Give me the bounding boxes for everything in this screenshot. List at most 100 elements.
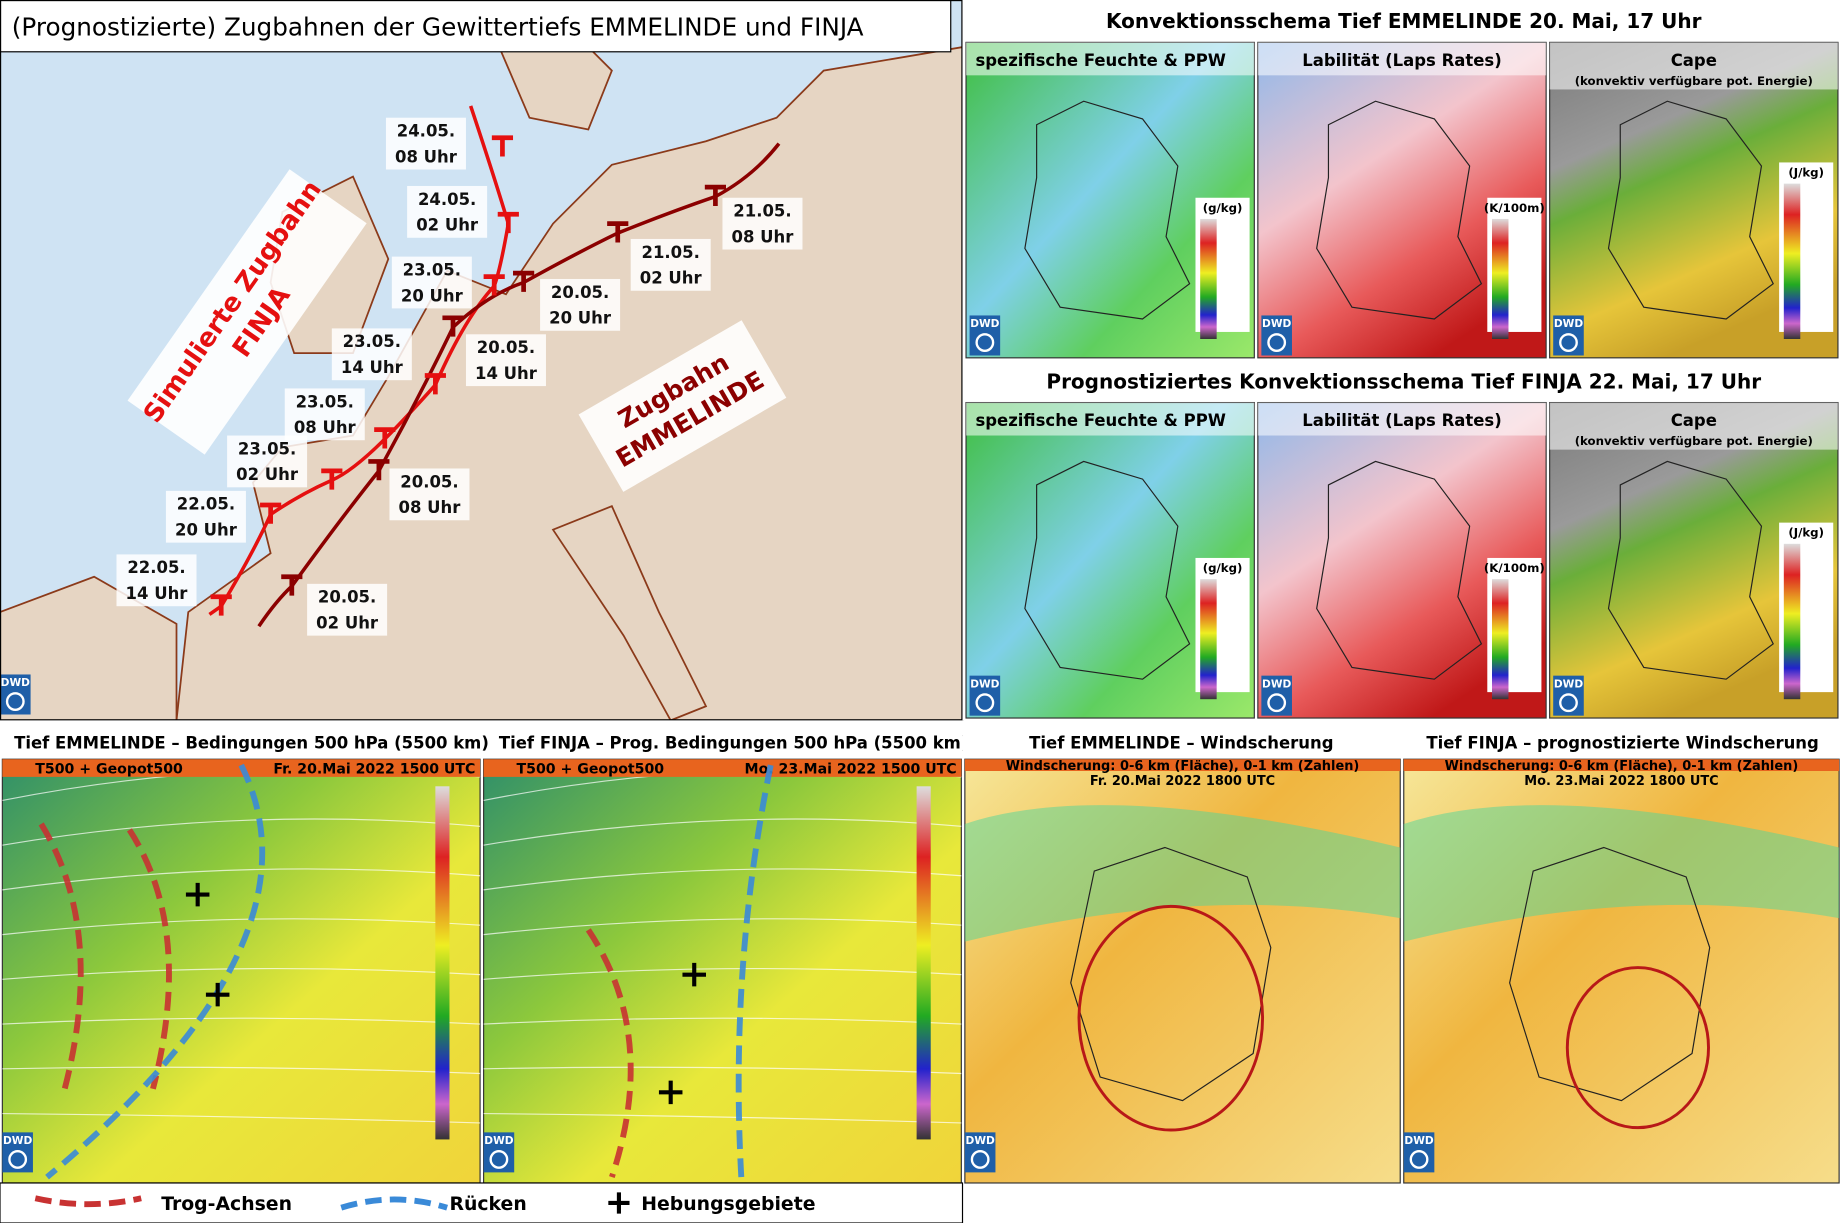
point-time: 02 Uhr [640, 269, 703, 288]
scale-unit: (K/100m) [1484, 201, 1545, 215]
point-time: 14 Uhr [126, 584, 189, 603]
scale-unit: (K/100m) [1484, 561, 1545, 575]
legend-label: Trog-Achsen [161, 1194, 292, 1215]
panel-header-bg [1549, 402, 1838, 450]
geopotential-line [483, 1066, 962, 1075]
point-time: 08 Uhr [395, 147, 458, 166]
geopotential-line [483, 918, 962, 936]
point-date: 20.05. [400, 472, 458, 491]
axis-line [38, 822, 84, 1090]
shear-patch [1403, 805, 1840, 942]
geopotential-line [483, 1017, 962, 1025]
label-box [127, 169, 367, 455]
valid-time: Fr. 20.Mai 2022 1500 UTC [273, 761, 475, 777]
point-date: 22.05. [177, 495, 235, 514]
shear-title: Tief EMMELINDE – Windscherung [1029, 734, 1333, 753]
title-box [0, 0, 952, 53]
low-marker [483, 274, 505, 296]
uplift-area [658, 1080, 683, 1105]
point-label-bg [391, 256, 472, 309]
axis-line [45, 763, 266, 1180]
dwd-logo-swirl [1409, 1150, 1429, 1169]
low-marker [321, 468, 343, 490]
point-label-bg [284, 388, 365, 441]
point-time: 14 Uhr [475, 364, 538, 383]
low-marker [374, 427, 396, 449]
color-scale [916, 786, 931, 1140]
uplift-area [185, 882, 210, 907]
axis-line [735, 764, 774, 1178]
italy [551, 505, 708, 722]
valid-time: Mo. 23.Mai 2022 1800 UTC [1524, 774, 1718, 789]
field-name: T500 + Geopot500 [35, 761, 183, 777]
dwd-logo-swirl [1559, 333, 1578, 352]
point-date: 21.05. [642, 243, 700, 262]
color-scale [1783, 183, 1801, 340]
color-scale [1492, 218, 1509, 340]
dwd-logo-text: DWD [1262, 318, 1291, 330]
dwd-logo [1261, 675, 1292, 716]
point-date: 23.05. [343, 332, 401, 351]
dwd-logo-text: DWD [3, 1135, 32, 1147]
legend-ridge [340, 1196, 449, 1211]
geopotential-line [483, 968, 962, 980]
geopotential-line [2, 818, 481, 846]
color-scale [1200, 579, 1217, 700]
scale-unit: (J/kg) [1788, 166, 1824, 180]
point-label-bg [307, 583, 388, 636]
uplift-area [205, 982, 230, 1007]
dwd-logo-text: DWD [484, 1135, 513, 1147]
focus-area [1565, 966, 1710, 1130]
header-bar [1403, 759, 1840, 771]
dwd-logo [969, 675, 1001, 716]
point-time: 20 Uhr [175, 521, 238, 540]
low-marker [210, 594, 232, 616]
point-date: 23.05. [403, 260, 461, 279]
dwd-logo-text: DWD [1554, 678, 1583, 690]
point-date: 21.05. [733, 202, 791, 221]
shear-title: Tief FINJA – prognostizierte Windscherun… [1426, 734, 1818, 753]
point-label-bg [722, 197, 803, 250]
panel-title: Labilität (Laps Rates) [1302, 411, 1502, 430]
dwd-logo [1553, 675, 1584, 716]
panel-subtitle: (konvektiv verfügbare pot. Energie) [1575, 434, 1813, 448]
scale-unit: (g/kg) [1203, 201, 1243, 215]
panel-header-bg [966, 402, 1255, 436]
color-scale [435, 786, 450, 1140]
label-box [578, 320, 787, 492]
dwd-logo-swirl [1267, 693, 1287, 713]
low-marker [497, 211, 519, 234]
dwd-logo-text: DWD [966, 1135, 995, 1147]
border-lines [1070, 846, 1272, 1102]
low-marker [491, 135, 514, 157]
field-name: Windscherung: 0-6 km (Fläche), 0-1 km (Z… [1445, 759, 1799, 774]
point-label-bg [331, 328, 412, 381]
dwd-logo-swirl [975, 333, 995, 352]
border-lines [1607, 460, 1774, 680]
panel-title: Cape [1671, 411, 1717, 430]
point-time: 02 Uhr [416, 216, 479, 235]
dwd-logo-swirl [970, 1150, 990, 1169]
header-bar [483, 759, 962, 777]
wind-shear: Tief EMMELINDE – Windscherung Tief FINJA… [962, 720, 1845, 1184]
point-time: 08 Uhr [399, 498, 462, 517]
point-label-bg [116, 554, 197, 607]
dwd-logo-text: DWD [1, 677, 30, 689]
valid-time: Fr. 20.Mai 2022 1800 UTC [1090, 774, 1275, 789]
low-marker [281, 574, 303, 596]
point-date: 24.05. [397, 122, 455, 141]
low-marker [442, 315, 464, 337]
dwd-logo-text: DWD [970, 678, 999, 690]
point-label-bg [389, 468, 470, 521]
upper-air: Tief EMMELINDE – Bedingungen 500 hPa (55… [0, 720, 968, 1184]
border-lines [1024, 460, 1191, 680]
emmelinde-track [257, 142, 781, 628]
border-lines [1509, 846, 1711, 1102]
axis-line [585, 928, 634, 1179]
legend-trough [34, 1195, 142, 1208]
legend-label: Rücken [449, 1194, 526, 1215]
border-lines [1316, 460, 1483, 680]
point-time: 08 Uhr [732, 227, 795, 246]
low-marker [260, 502, 282, 524]
